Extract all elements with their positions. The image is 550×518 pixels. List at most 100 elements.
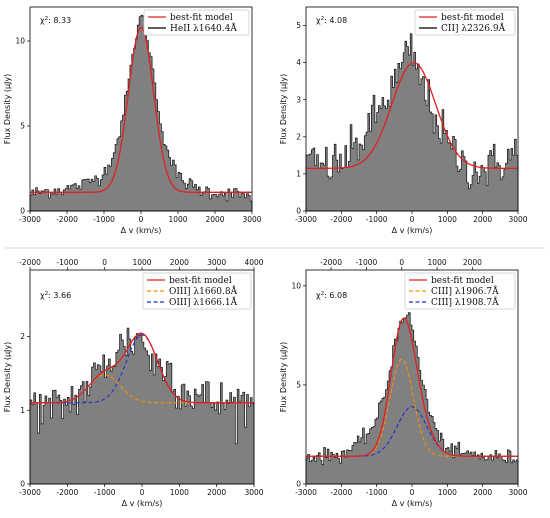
chi2-superscript: 2 xyxy=(45,16,49,22)
x-tick-label: 2000 xyxy=(205,215,224,224)
legend-entry-3: CIII] λ1908.7Å xyxy=(431,296,499,308)
x-tick-label: 0 xyxy=(410,215,415,224)
panel-heii: -3000 -2000 -1000 0 1000 2000 3000 0 5 10 Δ v (km/… xyxy=(3,6,262,235)
legend-box xyxy=(142,272,252,310)
chi2-annotation: χ2: 6.08 xyxy=(316,291,347,300)
panel-oiii: -3000 -2000 -1000 0 1000 2000 3000 0 1 2 -2000 -100… xyxy=(3,258,264,508)
x-tick-label: 3000 xyxy=(242,215,261,224)
top-tick-label: 0 xyxy=(102,258,107,267)
x-tick-label: 1000 xyxy=(168,215,187,224)
x-tick-label: 0 xyxy=(139,215,144,224)
chi2-value: : 4.08 xyxy=(324,16,347,25)
x-axis-label: Δ v (km/s) xyxy=(121,226,162,235)
y-tick-label: 5 xyxy=(296,21,301,30)
legend-entry-2: HeII λ1640.4Å xyxy=(170,22,237,34)
legend-entry-1: best-fit model xyxy=(169,276,232,286)
chi2-value: : 8.33 xyxy=(48,16,71,25)
y-tick-label: 2 xyxy=(20,332,25,341)
x-tick-label: 2000 xyxy=(207,488,226,497)
best-fit-curve xyxy=(306,62,518,169)
x-tick-label: -1000 xyxy=(94,488,116,497)
x-tick-label: 0 xyxy=(140,488,145,497)
x-axis-label: Δ v (km/s) xyxy=(392,226,433,235)
legend-entry-2: CIII] λ1906.7Å xyxy=(431,285,499,297)
top-tick-label: -1000 xyxy=(56,258,78,267)
histogram-bars xyxy=(29,14,253,212)
legend-box xyxy=(414,9,516,36)
top-tick-label: 2000 xyxy=(463,258,482,267)
top-tick-label: 1000 xyxy=(132,258,151,267)
legend-entry-2: OIII] λ1660.8Å xyxy=(169,285,238,297)
x-tick-label: -2000 xyxy=(330,488,352,497)
chi2-superscript: 2 xyxy=(321,291,325,297)
y-tick-label: 3 xyxy=(296,95,301,104)
y-tick-label: 0 xyxy=(296,480,301,489)
x-axis-label: Δ v (km/s) xyxy=(122,499,163,508)
chi2-annotation: χ2: 8.33 xyxy=(40,16,71,25)
chi2-annotation: χ2: 4.08 xyxy=(316,16,347,25)
legend-entry-1: best-fit model xyxy=(431,276,494,286)
top-tick-label: -1000 xyxy=(356,258,378,267)
chi2-symbol: χ xyxy=(316,16,321,25)
x-axis-label: Δ v (km/s) xyxy=(392,499,433,508)
histogram-bars xyxy=(305,312,519,485)
best-fit-curve xyxy=(30,26,252,193)
y-tick-label: 4 xyxy=(296,58,301,67)
y-tick-label: 1 xyxy=(20,406,25,415)
x-tick-label: 1000 xyxy=(170,488,189,497)
x-tick-label: 2000 xyxy=(473,488,492,497)
x-tick-label: -2000 xyxy=(330,215,352,224)
x-tick-label: -1000 xyxy=(93,215,115,224)
y-tick-label: 2 xyxy=(296,132,301,141)
x-tick-label: -2000 xyxy=(56,488,78,497)
top-tick-label: 0 xyxy=(399,258,404,267)
x-tick-label: -3000 xyxy=(295,215,317,224)
x-tick-label: 0 xyxy=(410,488,415,497)
y-axis-label: Flux Density (μJy) xyxy=(279,342,288,413)
x-tick-label: 1000 xyxy=(438,488,457,497)
top-tick-label: 3000 xyxy=(207,258,226,267)
y-tick-label: 0 xyxy=(20,480,25,489)
component-curve-1 xyxy=(30,374,254,404)
legend-entry-1: best-fit model xyxy=(170,13,233,23)
x-tick-label: -2000 xyxy=(56,215,78,224)
best-fit-curve xyxy=(30,332,254,404)
y-axis-label: Flux Density (μJy) xyxy=(279,74,288,145)
top-tick-label: -2000 xyxy=(320,258,342,267)
top-tick-label: 2000 xyxy=(170,258,189,267)
y-tick-label: 10 xyxy=(291,281,301,290)
x-tick-label: 3000 xyxy=(508,488,527,497)
chi2-superscript: 2 xyxy=(321,16,325,22)
y-tick-label: 5 xyxy=(296,381,301,390)
x-tick-label: 1000 xyxy=(438,215,457,224)
chi2-value: : 3.66 xyxy=(48,291,71,300)
x-tick-label: 3000 xyxy=(508,215,527,224)
x-tick-label: -1000 xyxy=(366,215,388,224)
chi2-value: : 6.08 xyxy=(324,291,347,300)
chi2-symbol: χ xyxy=(316,291,321,300)
component-curve-2 xyxy=(30,334,254,404)
x-tick-label: -3000 xyxy=(19,215,41,224)
legend-box xyxy=(404,272,516,310)
panel-cii: -3000 -2000 -1000 0 1000 2000 3000 0 1 2 3 4 5 Δ v (k… xyxy=(279,6,528,235)
x-tick-label: 3000 xyxy=(244,488,263,497)
y-axis-label: Flux Density (μJy) xyxy=(3,74,12,145)
top-tick-label: 1000 xyxy=(428,258,447,267)
x-tick-label: -3000 xyxy=(19,488,41,497)
chi2-superscript: 2 xyxy=(45,291,49,297)
y-tick-label: 5 xyxy=(20,122,25,131)
best-fit-curve xyxy=(306,317,518,457)
legend-entry-1: best-fit model xyxy=(441,13,504,23)
chi2-symbol: χ xyxy=(40,16,45,25)
legend-box xyxy=(143,9,250,36)
histogram-bars xyxy=(29,327,255,485)
histogram-bars xyxy=(305,33,519,212)
x-tick-label: 2000 xyxy=(473,215,492,224)
x-tick-label: -1000 xyxy=(366,488,388,497)
y-axis-label: Flux Density (μJy) xyxy=(3,342,12,413)
top-tick-label: 4000 xyxy=(244,258,263,267)
y-tick-label: 10 xyxy=(15,37,25,46)
y-tick-label: 0 xyxy=(20,207,25,216)
legend-entry-2: CII] λ2326.9Å xyxy=(441,22,506,34)
